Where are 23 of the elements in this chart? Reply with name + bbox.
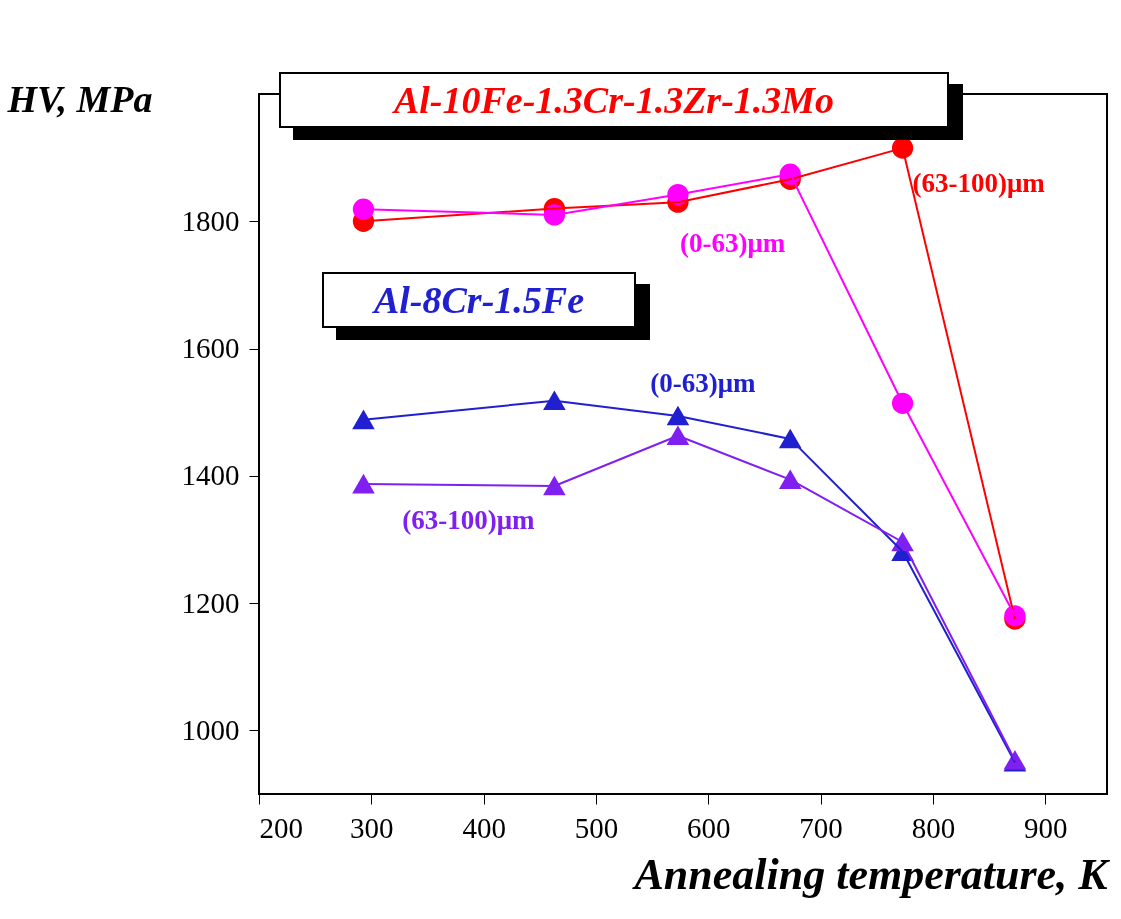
x-tick-label: 900 (1023, 811, 1068, 844)
x-tick-label: 300 (350, 811, 394, 844)
x-tick-label: 800 (911, 811, 956, 844)
x-tick-label: 600 (687, 811, 731, 844)
x-tick-label: 400 (462, 811, 506, 844)
point (352, 410, 375, 430)
y-tick-label: 1400 (181, 459, 240, 492)
series-label: (0-63)μm (679, 228, 786, 259)
x-axis-title: Annealing temperature, K (631, 849, 1111, 899)
y-tick-label: 1600 (181, 332, 240, 365)
x-tick-label: 500 (574, 811, 619, 844)
point (543, 391, 566, 411)
y-tick-label: 1000 (181, 713, 240, 746)
y-tick-label: 1800 (181, 204, 240, 237)
series-label: (63-100)μm (912, 168, 1046, 199)
x-tick-label: 200 (259, 811, 303, 844)
point (352, 198, 375, 220)
point (352, 474, 375, 494)
series-label: (0-63)μm (650, 368, 757, 398)
series-label: (63-100)μm (402, 505, 536, 536)
y-axis-title: HV, MPa (6, 77, 153, 120)
y-tick-label: 1200 (181, 586, 240, 619)
x-tick-label: 700 (799, 811, 843, 844)
